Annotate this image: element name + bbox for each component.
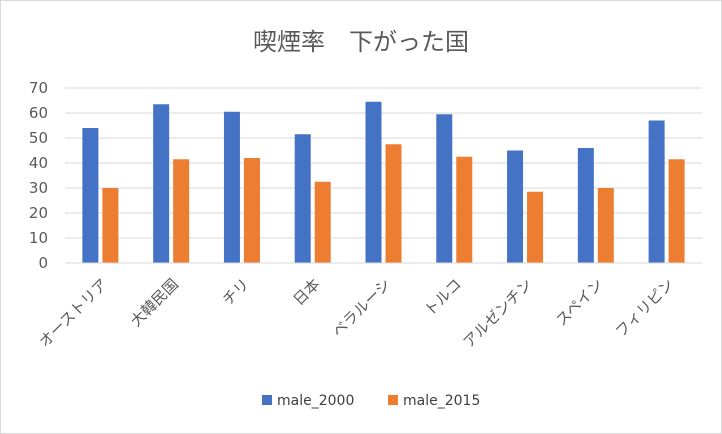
bar-male_2015-0 [102,188,119,263]
y-axis: 0 10 20 30 40 50 60 70 [29,79,48,272]
bar-male_2015-4 [385,144,402,263]
y-tick-label: 10 [29,229,48,247]
x-tick-label: ベラルーシ [329,275,395,341]
legend-label-male_2015: male_2015 [403,393,480,409]
bar-male_2015-5 [456,156,473,263]
bar-male_2015-7 [597,188,614,263]
bar-male_2015-8 [668,159,685,263]
x-tick-label: スペイン [552,275,606,329]
bar-male_2000-1 [153,104,170,263]
x-tick-label: トルコ [421,275,465,319]
y-tick-label: 70 [29,79,48,97]
bars [82,101,685,263]
legend-label-male_2000: male_2000 [277,393,354,409]
x-tick-label: 大韓民国 [127,275,182,330]
chart-title: 喫煙率 下がった国 [253,28,469,56]
y-tick-label: 60 [29,104,48,122]
y-tick-label: 20 [29,204,48,222]
bar-male_2000-2 [223,111,240,263]
y-tick-label: 40 [29,154,48,172]
x-tick-label: 日本 [290,275,324,309]
y-tick-label: 50 [29,129,48,147]
legend: male_2000 male_2015 [262,393,480,409]
bar-male_2015-3 [314,181,331,263]
x-tick-label: オーストリア [35,275,111,351]
x-tick-label: アルゼンチン [460,275,536,351]
bar-male_2015-2 [243,158,260,263]
bar-male_2000-6 [507,150,524,263]
x-tick-label: チリ [219,275,253,309]
bar-male_2000-5 [436,114,453,263]
y-tick-label: 0 [38,254,48,272]
bar-male_2000-4 [365,101,382,263]
legend-swatch-male_2000 [262,395,272,405]
y-tick-label: 30 [29,179,48,197]
bar-male_2000-0 [82,128,99,263]
bar-male_2000-7 [577,148,594,263]
bar-male_2000-8 [648,120,665,263]
legend-swatch-male_2015 [388,395,398,405]
bar-male_2015-1 [173,159,190,263]
x-tick-label: フィリピン [612,275,678,341]
bar-male_2000-3 [294,134,311,263]
bar-male_2015-6 [527,191,544,263]
